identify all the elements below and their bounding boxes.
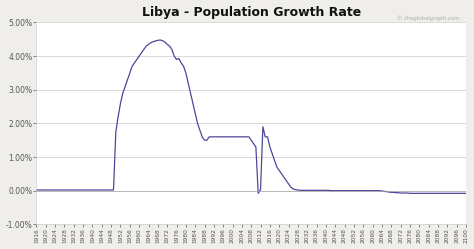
- Title: Libya - Population Growth Rate: Libya - Population Growth Rate: [142, 5, 361, 19]
- Text: © theglobalgraph.com: © theglobalgraph.com: [397, 15, 460, 21]
